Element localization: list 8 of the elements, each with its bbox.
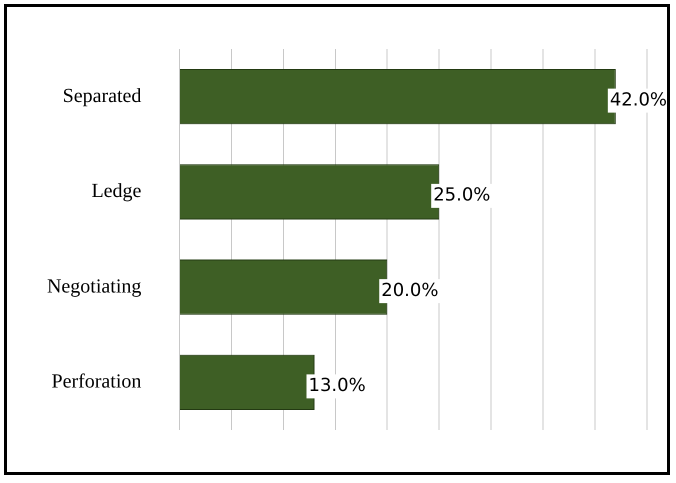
y-tick-label: Ledge: [91, 180, 142, 202]
data-label: 25.0%: [433, 184, 490, 206]
data-label: 20.0%: [381, 280, 438, 301]
y-tick-label: Negotiating: [46, 275, 142, 298]
data-label: 13.0%: [308, 375, 366, 396]
y-tick-label: Perforation: [51, 370, 142, 393]
data-label: 42.0%: [610, 89, 668, 110]
y-tick-label: Separated: [62, 84, 142, 107]
